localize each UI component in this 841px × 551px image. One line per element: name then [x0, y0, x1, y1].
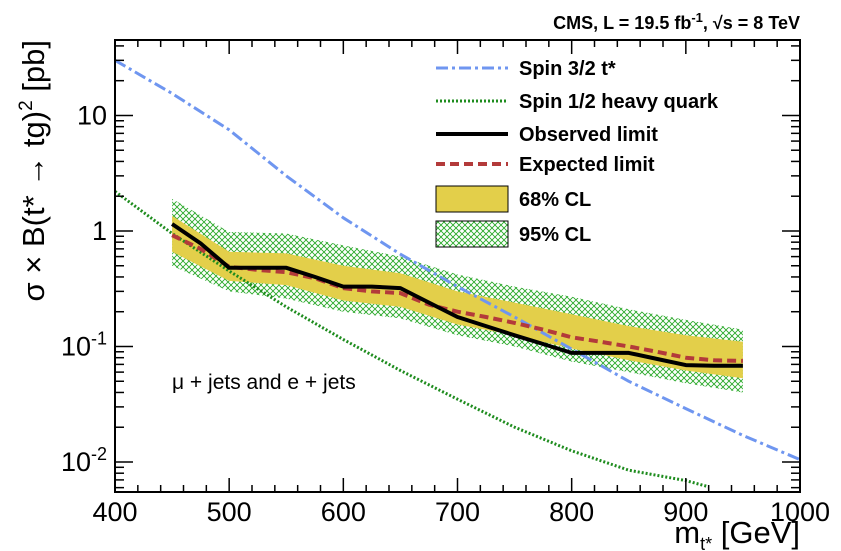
legend-label-expected: Expected limit [519, 154, 655, 176]
x-tick-label: 700 [435, 497, 480, 527]
series-spin-1-2-heavy-quark [114, 190, 710, 489]
legend-label-spin12: Spin 1/2 heavy quark [519, 91, 719, 113]
legend-label-68cl: 68% CL [519, 189, 591, 211]
y-tick-label: 10 [77, 100, 107, 130]
x-tick-label: 900 [663, 497, 708, 527]
legend-label-spin32: Spin 3/2 t* [519, 58, 616, 80]
x-tick-labels: 400 500 600 700 800 900 1000 [92, 497, 830, 527]
legend: Spin 3/2 t* Spin 1/2 heavy quark Observe… [435, 58, 719, 248]
series-expected-limit [171, 233, 743, 363]
legend-label-observed: Observed limit [519, 124, 658, 146]
x-tick-label: 1000 [770, 497, 830, 527]
y-tick-label: 10-1 [61, 328, 107, 361]
x-tick-label: 800 [549, 497, 594, 527]
series-lines [114, 59, 801, 489]
channel-annotation: μ + jets and e + jets [172, 371, 356, 394]
legend-label-95cl: 95% CL [519, 224, 591, 246]
uncertainty-bands [172, 198, 743, 393]
x-tick-label: 400 [92, 497, 137, 527]
band-68-cl [172, 215, 743, 379]
y-axis-title: σ × B(t* → tg)2 [pb] [16, 40, 51, 301]
legend-swatch-68cl [435, 185, 509, 213]
y-tick-label: 1 [92, 216, 107, 246]
y-tick-label: 10-2 [61, 444, 107, 477]
series-observed-limit [170, 222, 743, 368]
y-tick-labels: 10-2 10-1 1 10 [61, 100, 107, 477]
cms-header: CMS, L = 19.5 fb-1, √s = 8 TeV [553, 10, 800, 33]
x-tick-label: 500 [207, 497, 252, 527]
axis-ticks [114, 40, 801, 492]
x-axis-title: mt* [GeV] [674, 515, 800, 551]
x-tick-label: 600 [321, 497, 366, 527]
series-spin-3-2-t- [114, 59, 801, 461]
legend-swatch-95cl [435, 220, 509, 248]
